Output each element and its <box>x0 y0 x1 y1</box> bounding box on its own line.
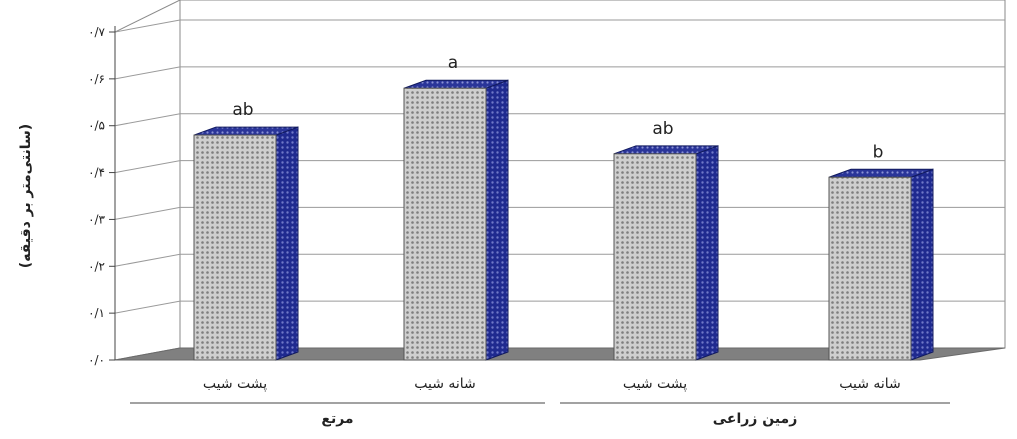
bar-front <box>193 134 277 361</box>
gridline <box>114 19 1005 33</box>
y-tick-label: ۰/۴ <box>88 166 105 180</box>
bar-side <box>695 145 719 361</box>
gridline <box>114 160 1005 174</box>
x-category-label: شانه شیب <box>414 376 476 392</box>
bar-front <box>613 153 697 361</box>
bar-side <box>275 126 299 361</box>
y-tick-label: ۰/۲ <box>88 259 105 273</box>
bars <box>193 79 934 361</box>
y-tick-label: ۰/۳ <box>88 212 105 226</box>
y-tick-label: ۰/۱ <box>88 306 105 320</box>
gridline <box>114 300 1005 314</box>
bar-side <box>485 79 509 361</box>
x-category-label: پشت شیب <box>623 376 687 392</box>
significance-letter: ab <box>652 119 673 139</box>
group-label: مرتع <box>321 411 353 427</box>
gridline <box>114 206 1005 220</box>
y-tick-label: ۰/۷ <box>88 25 105 39</box>
y-tick-label: ۰/۵ <box>88 119 105 133</box>
gridlines <box>114 19 1005 314</box>
x-category-label: شانه شیب <box>839 376 901 392</box>
gridline <box>114 113 1005 127</box>
significance-letter: b <box>873 142 884 162</box>
bar <box>828 168 934 361</box>
gridline <box>114 66 1005 80</box>
side-wall <box>114 0 181 361</box>
gridline <box>114 253 1005 267</box>
y-axis-title: (سانتی‌متر بر دقیقه) <box>18 124 34 268</box>
x-category-label: پشت شیب <box>203 376 267 392</box>
group-label: زمین زراعی <box>713 411 798 427</box>
significance-letter: ab <box>232 100 253 120</box>
bar-side <box>910 168 934 361</box>
significance-letter: a <box>448 53 458 73</box>
bar-front <box>403 87 487 361</box>
y-tick-label: ۰/۰ <box>88 353 105 367</box>
bar <box>403 79 509 361</box>
y-axis: ۰/۰ ۰/۱ ۰/۲ ۰/۳ ۰/۴ ۰/۵ ۰/۶ ۰/۷ <box>88 25 116 367</box>
labels: (سانتی‌متر بر دقیقه) ab پشت شیب a شانه شیب ab… <box>18 53 950 427</box>
bar <box>613 145 719 361</box>
bar <box>193 126 299 361</box>
y-tick-label: ۰/۶ <box>88 72 105 86</box>
bar-front <box>828 176 912 361</box>
